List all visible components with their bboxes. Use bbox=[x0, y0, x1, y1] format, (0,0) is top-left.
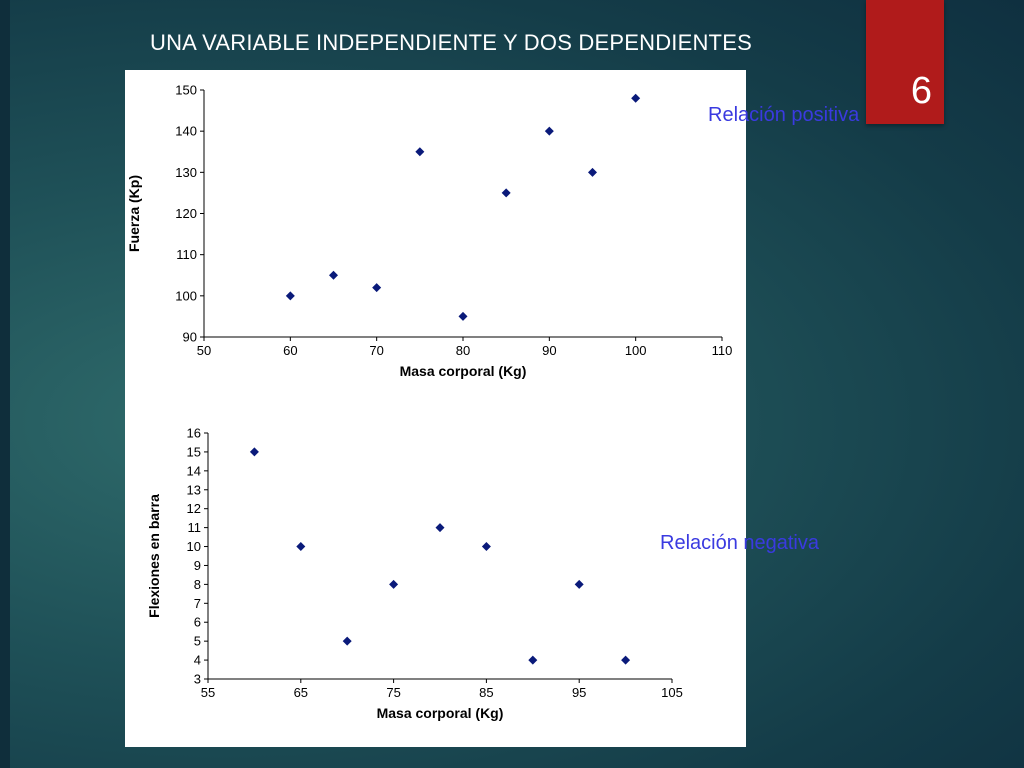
y-tick-label: 140 bbox=[175, 124, 197, 139]
x-tick-label: 55 bbox=[201, 685, 215, 700]
y-tick-label: 14 bbox=[187, 463, 201, 478]
slide-number-badge: 6 bbox=[866, 0, 944, 124]
x-axis-label: Masa corporal (Kg) bbox=[377, 705, 504, 721]
y-tick-label: 130 bbox=[175, 165, 197, 180]
y-tick-label: 9 bbox=[194, 558, 201, 573]
scatter-point bbox=[544, 126, 554, 136]
scatter-point bbox=[435, 523, 445, 533]
x-tick-label: 75 bbox=[386, 685, 400, 700]
scatter-point bbox=[631, 93, 641, 103]
scatter-point bbox=[588, 167, 597, 177]
scatter-point bbox=[481, 542, 491, 552]
scatter-point bbox=[285, 291, 295, 301]
slide-number: 6 bbox=[910, 70, 932, 112]
scatter-point bbox=[528, 655, 538, 665]
y-axis-label: Flexiones en barra bbox=[146, 494, 162, 618]
x-tick-label: 60 bbox=[283, 343, 297, 358]
scatter-point bbox=[621, 655, 631, 665]
x-tick-label: 85 bbox=[479, 685, 493, 700]
x-tick-label: 80 bbox=[456, 343, 470, 358]
scatter-point bbox=[372, 283, 382, 293]
scatter-point bbox=[389, 579, 399, 589]
y-tick-label: 150 bbox=[175, 83, 197, 98]
y-tick-label: 11 bbox=[188, 520, 202, 535]
scatter-point bbox=[249, 447, 259, 457]
y-axis-label: Fuerza (Kp) bbox=[126, 175, 142, 252]
x-tick-label: 90 bbox=[542, 343, 556, 358]
annotation-negative-relation: Relación negativa bbox=[660, 532, 819, 554]
y-tick-label: 4 bbox=[194, 653, 201, 668]
y-tick-label: 110 bbox=[176, 247, 197, 262]
y-tick-label: 16 bbox=[187, 426, 201, 441]
y-tick-label: 90 bbox=[183, 330, 197, 345]
scatter-point bbox=[574, 579, 584, 589]
y-tick-label: 7 bbox=[194, 596, 201, 611]
scatter-point bbox=[458, 311, 468, 321]
y-tick-label: 120 bbox=[175, 206, 197, 221]
y-tick-label: 3 bbox=[194, 672, 201, 687]
scatter-point bbox=[342, 636, 352, 646]
y-tick-label: 100 bbox=[175, 288, 197, 303]
x-tick-label: 50 bbox=[197, 343, 211, 358]
x-tick-label: 105 bbox=[661, 685, 683, 700]
x-tick-label: 110 bbox=[712, 343, 733, 358]
slide-title: UNA VARIABLE INDEPENDIENTE Y DOS DEPENDI… bbox=[150, 30, 752, 55]
scatter-chart-fuerza: 50 60 70 80 90 100 110 90 100 110 120 130 140 150 Masa… bbox=[126, 83, 733, 380]
x-axis-label: Masa corporal (Kg) bbox=[400, 363, 527, 379]
annotation-positive-relation: Relación positiva bbox=[708, 104, 860, 126]
y-tick-label: 5 bbox=[194, 634, 201, 649]
left-edge-stripe bbox=[0, 0, 10, 768]
x-tick-label: 100 bbox=[625, 343, 647, 358]
y-tick-label: 6 bbox=[194, 615, 201, 630]
y-tick-label: 12 bbox=[187, 501, 201, 516]
scatter-point bbox=[415, 147, 425, 157]
scatter-chart-flexiones: 55 65 75 85 95 105 3 4 5 6 7 8 9 10 11 12 13 14 15 16 Masa c… bbox=[146, 426, 683, 722]
x-tick-label: 95 bbox=[572, 685, 586, 700]
scatter-point bbox=[329, 270, 338, 280]
chart-panel: 50 60 70 80 90 100 110 90 100 110 120 130 140 150 Masa… bbox=[125, 70, 746, 747]
y-tick-label: 15 bbox=[187, 444, 201, 459]
x-tick-label: 70 bbox=[369, 343, 383, 358]
y-tick-label: 10 bbox=[187, 539, 201, 554]
y-tick-label: 13 bbox=[187, 482, 201, 497]
x-tick-label: 65 bbox=[294, 685, 308, 700]
scatter-point bbox=[501, 188, 511, 198]
y-tick-label: 8 bbox=[194, 577, 201, 592]
scatter-point bbox=[296, 542, 306, 552]
